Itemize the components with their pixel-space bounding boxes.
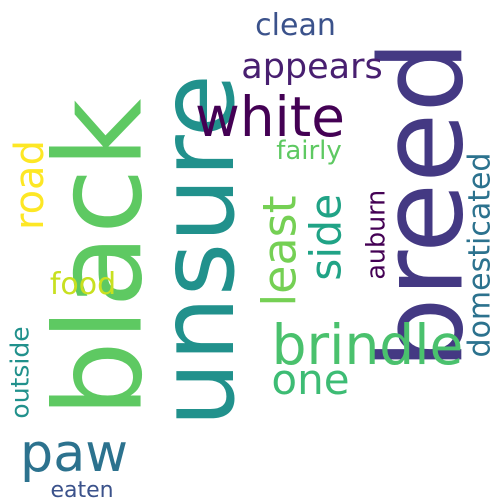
word-food: food (49, 267, 117, 302)
word-white: white (195, 84, 345, 149)
word-fairly: fairly (276, 136, 342, 166)
word-side: side (302, 194, 352, 281)
word-one: one (271, 355, 350, 404)
word-road: road (7, 140, 54, 230)
word-paw: paw (20, 423, 128, 485)
word-outside: outside (6, 326, 36, 419)
word-eaten: eaten (50, 478, 114, 500)
word-appears: appears (241, 47, 383, 87)
word-domesticated: domesticated (461, 152, 497, 357)
word-brindle: brindle (271, 313, 464, 377)
word-black: black (30, 98, 170, 417)
word-clean: clean (255, 8, 336, 43)
word-auburn: auburn (360, 190, 391, 280)
word-least: least (253, 195, 307, 307)
